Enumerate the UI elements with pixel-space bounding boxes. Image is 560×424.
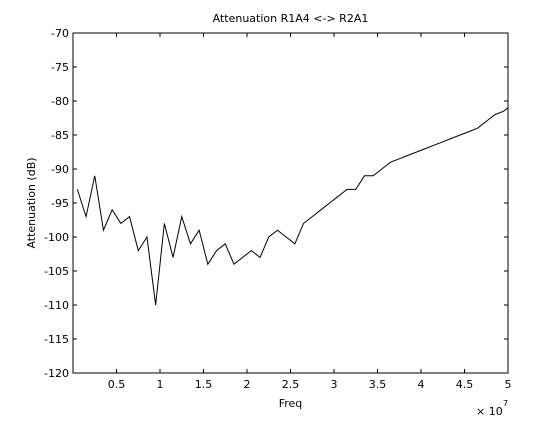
y-tick-label: -105	[44, 265, 69, 278]
y-tick-label: -100	[44, 231, 69, 244]
x-exponent-base: × 10	[476, 405, 503, 418]
x-tick-label: 4	[418, 378, 425, 391]
x-tick-label: 2.5	[282, 378, 300, 391]
plot-frame	[72, 32, 509, 374]
y-tick-label: -90	[51, 163, 69, 176]
x-tick-label: 0.5	[108, 378, 126, 391]
y-tick-label: -80	[51, 95, 69, 108]
y-tick-label: -120	[44, 367, 69, 380]
y-tick-label: -110	[44, 299, 69, 312]
y-tick-label: -115	[44, 333, 69, 346]
series-layer	[76, 107, 509, 306]
y-tick-label: -75	[51, 61, 69, 74]
x-tick-label: 4.5	[456, 378, 474, 391]
y-tick-label: -95	[51, 197, 69, 210]
y-tick-label: -70	[51, 27, 69, 40]
chart-title: Attenuation R1A4 <-> R2A1	[213, 12, 369, 25]
x-axis-label: Freq	[279, 397, 303, 410]
y-tick-label: -85	[51, 129, 69, 142]
y-axis-label: Attenuation (dB)	[25, 157, 38, 248]
x-tick-label: 1.5	[195, 378, 213, 391]
x-tick-label: 1	[157, 378, 164, 391]
x-tick-label: 2	[244, 378, 251, 391]
x-exponent-power: 7	[503, 399, 508, 408]
x-tick-label: 5	[505, 378, 512, 391]
y-axis-ticks: -120 -115 -110 -105 -100 -95 -90 -85 -80 -75 -70	[44, 27, 508, 380]
attenuation-series-line	[76, 107, 509, 306]
x-axis-ticks: 0.5 1 1.5 2 2.5 3 3.5 4 4.5 5	[108, 33, 512, 391]
x-tick-label: 3	[331, 378, 338, 391]
x-tick-label: 3.5	[369, 378, 387, 391]
